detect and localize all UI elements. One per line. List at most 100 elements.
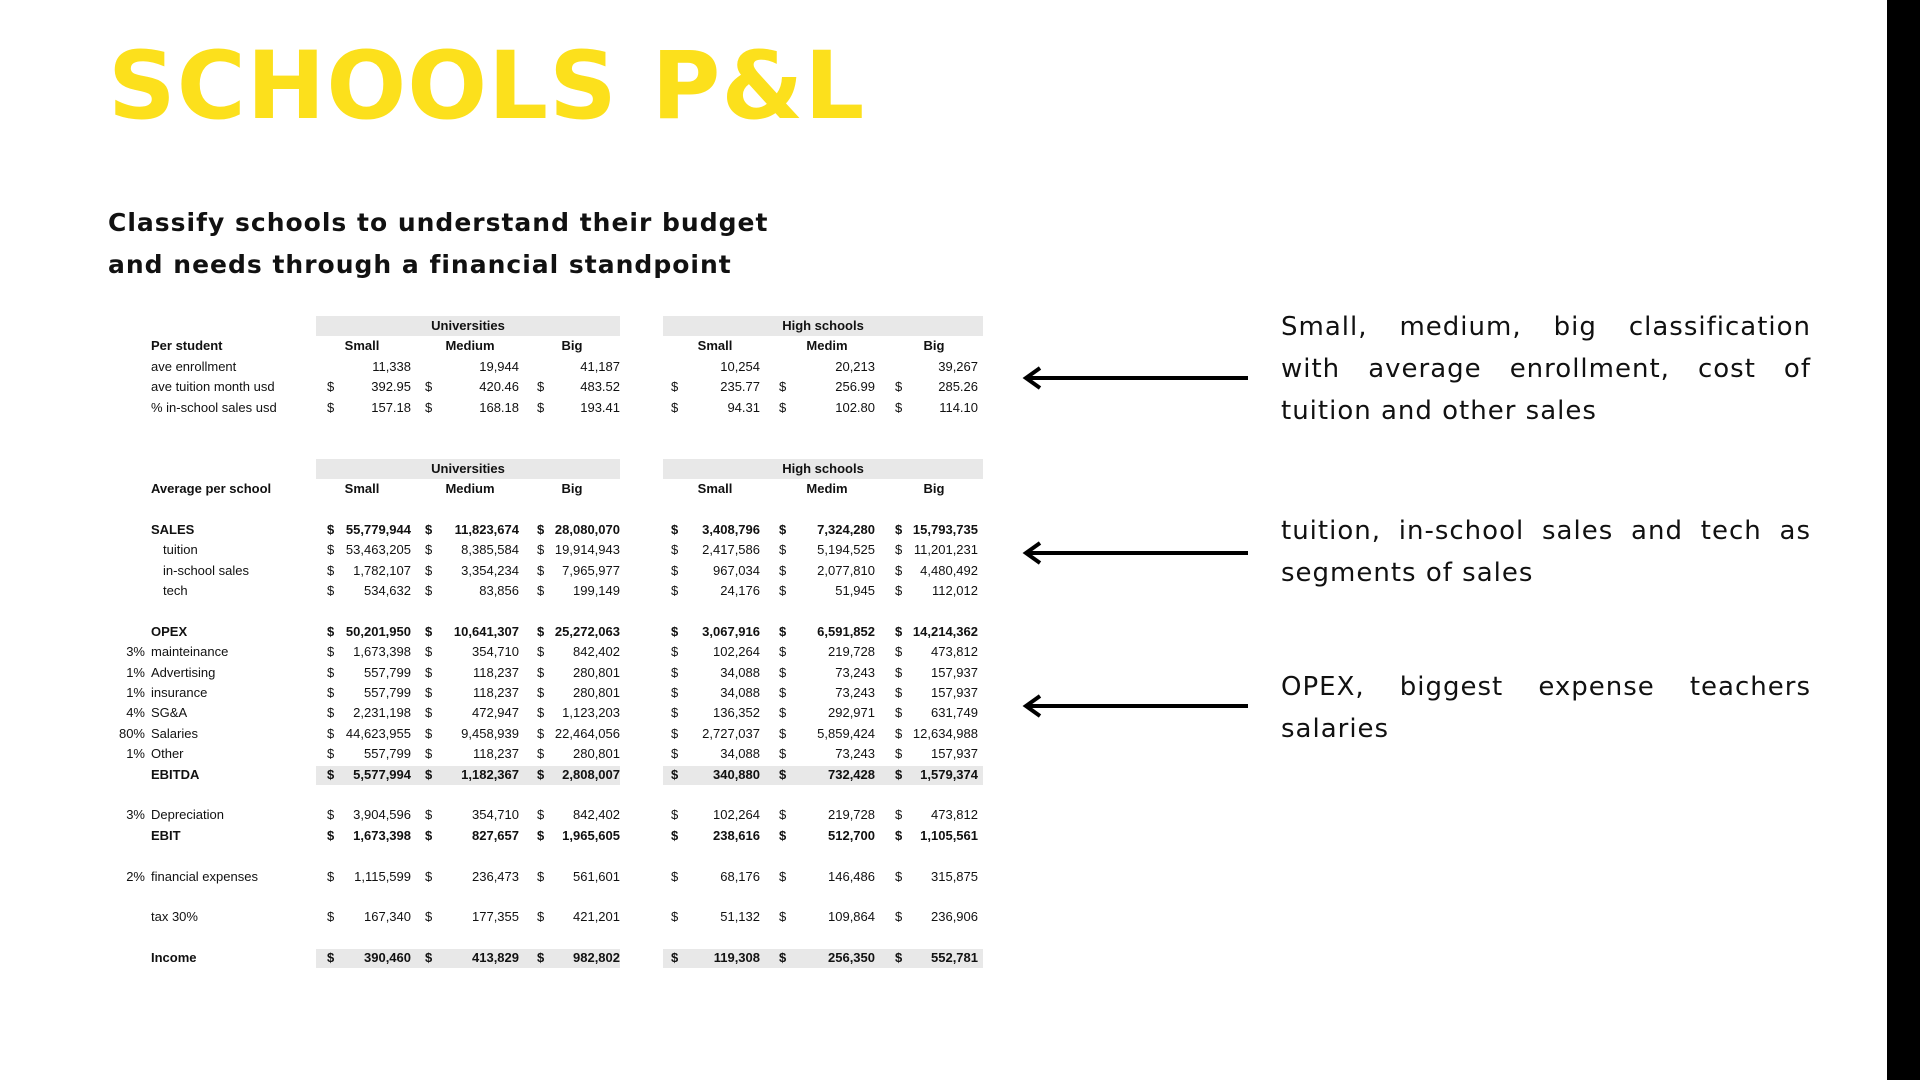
value-cell: 473,812: [931, 644, 978, 660]
group-header-row: Universities High schools: [100, 458, 990, 479]
table-row: EBIT $1,673,398 $827,657 $1,965,605 $238,616…: [100, 826, 990, 846]
table-row: 1% insurance $557,799 $118,237 $280,801 $34,0…: [100, 683, 990, 703]
subtitle: Classify schools to understand their bud…: [108, 202, 768, 286]
value-cell: 157,937: [931, 746, 978, 762]
value-cell: 552,781: [931, 950, 978, 966]
value-cell: 2,231,198: [353, 705, 411, 721]
arrow-left-icon: [1022, 366, 1248, 390]
currency-symbol: $: [537, 766, 545, 782]
spacer-row: [100, 928, 990, 948]
currency-symbol: $: [895, 685, 903, 701]
value-cell: 472,947: [472, 705, 519, 721]
currency-symbol: $: [327, 562, 335, 578]
currency-symbol: $: [895, 909, 903, 925]
row-percent: 80%: [118, 725, 145, 741]
column-header: Big: [923, 481, 945, 497]
value-cell: 292,971: [828, 705, 875, 721]
row-percent: 4%: [126, 705, 145, 721]
section-label: Per student: [151, 338, 223, 354]
table-row: 2% financial expenses $1,115,599 $236,473 $5…: [100, 867, 990, 887]
value-cell: 6,591,852: [817, 623, 875, 639]
value-cell: 118,237: [472, 746, 519, 762]
value-cell: 34,088: [720, 746, 760, 762]
table-row: 4% SG&A $2,231,198 $472,947 $1,123,203 $136,3…: [100, 703, 990, 723]
row-label: Salaries: [151, 725, 198, 741]
row-percent: 1%: [126, 746, 145, 762]
currency-symbol: $: [895, 746, 903, 762]
value-cell: 193.41: [580, 399, 620, 415]
value-cell: 83,856: [479, 583, 519, 599]
currency-symbol: $: [537, 623, 545, 639]
value-cell: 51,132: [720, 909, 760, 925]
value-cell: 53,463,205: [345, 542, 411, 558]
row-label: tech: [163, 583, 188, 599]
column-header: Medim: [806, 481, 848, 497]
row-label: Income: [151, 950, 197, 966]
currency-symbol: $: [895, 868, 903, 884]
column-header: Big: [923, 338, 945, 354]
value-cell: 256.99: [835, 379, 875, 395]
currency-symbol: $: [779, 766, 787, 782]
value-cell: 5,859,424: [817, 725, 875, 741]
value-cell: 11,201,231: [913, 542, 978, 558]
value-cell: 561,601: [573, 868, 620, 884]
value-cell: 557,799: [364, 664, 411, 680]
value-cell: 55,779,944: [345, 521, 411, 537]
value-cell: 967,034: [713, 562, 760, 578]
currency-symbol: $: [425, 664, 433, 680]
value-cell: 9,458,939: [461, 725, 519, 741]
value-cell: 842,402: [573, 644, 620, 660]
currency-symbol: $: [671, 807, 679, 823]
table-row: OPEX $50,201,950 $10,641,307 $25,272,063 $3,…: [100, 622, 990, 642]
value-cell: 340,880: [713, 766, 760, 782]
value-cell: 3,354,234: [461, 562, 519, 578]
currency-symbol: $: [779, 562, 787, 578]
value-cell: 22,464,056: [554, 725, 620, 741]
currency-symbol: $: [537, 562, 545, 578]
note-opex: OPEX, biggest expense teachers salaries: [1281, 672, 1811, 744]
currency-symbol: $: [779, 807, 787, 823]
row-label: SG&A: [151, 705, 188, 721]
value-cell: 280,801: [573, 746, 620, 762]
table-row: SALES $55,779,944 $11,823,674 $28,080,070 $3…: [100, 520, 990, 540]
value-cell: 842,402: [573, 807, 620, 823]
value-cell: 114.10: [939, 399, 978, 415]
row-percent: 2%: [126, 868, 145, 884]
currency-symbol: $: [671, 562, 679, 578]
currency-symbol: $: [425, 379, 433, 395]
row-label: mainteinance: [151, 644, 229, 660]
currency-symbol: $: [895, 807, 903, 823]
currency-symbol: $: [671, 725, 679, 741]
row-label: in-school sales: [163, 562, 249, 578]
currency-symbol: $: [671, 746, 679, 762]
currency-symbol: $: [425, 725, 433, 741]
currency-symbol: $: [327, 909, 335, 925]
row-label: Advertising: [151, 664, 216, 680]
page-title: SCHOOLS P&L: [108, 32, 866, 141]
row-percent: 3%: [126, 644, 145, 660]
group-header-shade: [663, 316, 983, 336]
currency-symbol: $: [895, 950, 903, 966]
currency-symbol: $: [537, 868, 545, 884]
column-header: Big: [561, 338, 583, 354]
row-percent: 3%: [126, 807, 145, 823]
currency-symbol: $: [425, 705, 433, 721]
value-cell: 28,080,070: [554, 521, 620, 537]
currency-symbol: $: [537, 725, 545, 741]
value-cell: 1,579,374: [920, 766, 978, 782]
value-cell: 390,460: [364, 950, 411, 966]
value-cell: 1,782,107: [353, 562, 411, 578]
currency-symbol: $: [779, 746, 787, 762]
currency-symbol: $: [895, 827, 903, 843]
currency-symbol: $: [537, 807, 545, 823]
spacer-row: [100, 601, 990, 621]
currency-symbol: $: [425, 542, 433, 558]
value-cell: 19,944: [479, 358, 519, 374]
currency-symbol: $: [779, 705, 787, 721]
currency-symbol: $: [895, 623, 903, 639]
row-shade: [316, 765, 620, 785]
currency-symbol: $: [671, 950, 679, 966]
currency-symbol: $: [425, 644, 433, 660]
value-cell: 15,793,735: [912, 521, 978, 537]
value-cell: 2,808,007: [562, 766, 620, 782]
